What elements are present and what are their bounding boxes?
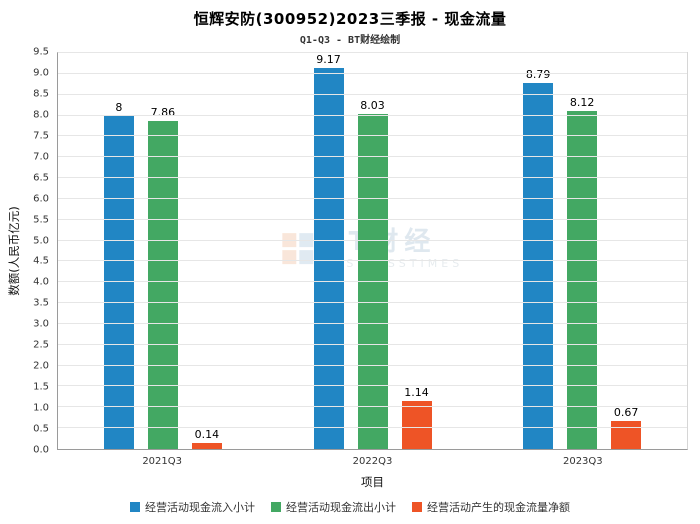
y-tick-label: 3.0: [33, 318, 49, 330]
bar-wrap: 7.86: [147, 53, 178, 449]
plot-area: BT财经 BUSINESSTIMES 87.860.149.178.031.14…: [57, 52, 688, 450]
gridline: [58, 218, 687, 220]
x-axis-title: 项目: [361, 475, 384, 489]
gridline: [58, 93, 687, 95]
bar: [103, 115, 134, 449]
gridline: [58, 72, 687, 74]
gridline: [58, 364, 687, 366]
y-tick-label: 5.0: [33, 235, 49, 247]
gridline: [58, 156, 687, 158]
legend-label: 经营活动现金流入小计: [145, 501, 255, 514]
bar: [313, 68, 344, 449]
y-tick-label: 9.5: [33, 46, 49, 58]
y-tick-label: 6.5: [33, 172, 49, 184]
bar-value-label: 8.03: [360, 99, 385, 113]
legend-swatch-icon: [130, 502, 140, 512]
bar-value-label: 7.86: [150, 106, 176, 120]
y-tick-label: 4.0: [33, 276, 49, 288]
bar: [611, 421, 642, 449]
gridline: [58, 281, 687, 283]
bar-wrap: 0.14: [191, 53, 222, 449]
chart-title: 恒辉安防(300952)2023三季报 - 现金流量: [193, 10, 507, 28]
y-tick-label: 3.5: [33, 297, 49, 309]
bar-wrap: 8.03: [357, 53, 388, 449]
legend-item: 经营活动现金流出小计: [271, 499, 396, 515]
bar-value-label: 8.79: [525, 67, 551, 81]
gridline: [58, 343, 687, 345]
x-tick-label: 2022Q3: [352, 456, 393, 467]
bar-wrap: 1.14: [401, 53, 432, 449]
bar: [147, 121, 178, 449]
gridline: [58, 385, 687, 387]
legend-label: 经营活动现金流出小计: [286, 501, 396, 514]
bar-value-label: 8: [115, 100, 123, 114]
y-tick-label: 7.5: [33, 130, 49, 142]
gridline: [58, 114, 687, 116]
gridline: [58, 52, 687, 53]
y-tick-label: 7.0: [33, 151, 49, 163]
bar-value-label: 9.17: [316, 53, 341, 66]
bar-wrap: 8: [103, 53, 134, 449]
bar-value-label: 8.12: [569, 95, 595, 109]
y-tick-label: 0.5: [33, 423, 49, 435]
legend-swatch-icon: [412, 502, 422, 512]
gridline: [58, 177, 687, 179]
bar: [567, 110, 598, 449]
gridline: [58, 302, 687, 304]
gridline: [58, 427, 687, 429]
gridline: [58, 197, 687, 199]
legend-item: 经营活动产生的现金流量净额: [412, 499, 570, 515]
bar-value-label: 1.14: [404, 386, 429, 400]
bar: [523, 82, 554, 449]
legend-item: 经营活动现金流入小计: [130, 499, 255, 515]
bar-wrap: 0.67: [611, 53, 642, 449]
y-tick-label: 4.5: [33, 255, 49, 267]
y-tick-label: 6.0: [33, 193, 49, 205]
y-tick-label: 1.5: [33, 381, 49, 393]
y-tick-label: 8.5: [33, 88, 49, 100]
x-tick-label: 2021Q3: [142, 456, 182, 467]
y-tick-label: 2.5: [33, 339, 49, 351]
bar: [191, 443, 222, 449]
bar-wrap: 9.17: [313, 53, 344, 449]
gridline: [58, 135, 687, 137]
legend-label: 经营活动产生的现金流量净额: [427, 501, 570, 514]
bar-group: 8.79 8.12 0.67: [477, 53, 687, 449]
gridline: [58, 322, 687, 324]
bar-group: 9.17 8.03 1.14: [268, 53, 478, 449]
bar-value-label: 0.14: [194, 428, 220, 442]
y-tick-label: 9.0: [33, 67, 49, 79]
legend-swatch-icon: [271, 502, 281, 512]
y-axis-tick-labels: 0.0 0.5 1.0 1.5 2.0 2.5 3.0 3.5 4.0 4.5 5.0 5.5 6.0 6…: [0, 47, 53, 456]
bar-groups: 8 7.86 0.14 9.17 8.03 1.14 8.79 8.12 0.67: [58, 53, 687, 449]
y-tick-label: 1.0: [33, 402, 49, 414]
chart-subtitle: Q1-Q3 - BT财经绘制: [299, 35, 401, 46]
x-axis-tick-labels: 2021Q3 2022Q3 2023Q3: [57, 456, 688, 467]
gridline: [58, 239, 687, 241]
y-tick-label: 2.0: [33, 360, 49, 372]
y-tick-label: 8.0: [33, 109, 49, 121]
y-tick-label: 5.5: [33, 214, 49, 226]
legend: 经营活动现金流入小计 经营活动现金流出小计 经营活动产生的现金流量净额: [0, 499, 700, 515]
bar-group: 8 7.86 0.14: [58, 53, 268, 449]
gridline: [58, 260, 687, 262]
x-tick-label: 2023Q3: [562, 456, 603, 467]
y-tick-label: 0.0: [33, 444, 49, 456]
bar-value-label: 0.67: [613, 406, 639, 420]
bar: [401, 401, 432, 449]
bar-wrap: 8.12: [567, 53, 598, 449]
gridline: [58, 406, 687, 408]
bar-wrap: 8.79: [523, 53, 554, 449]
